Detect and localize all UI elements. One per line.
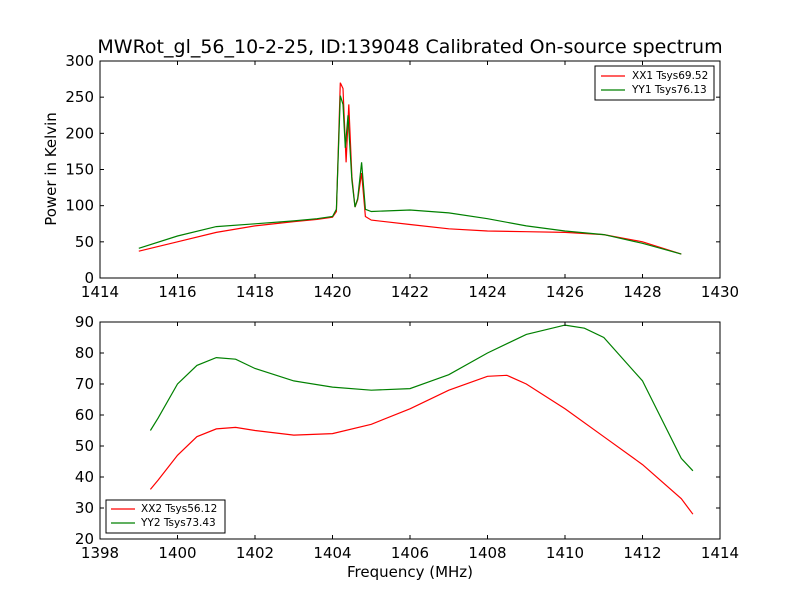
x-tick-label: 1426 [546, 283, 584, 301]
y-tick-label: 90 [75, 313, 94, 331]
y-tick-label: 40 [75, 468, 94, 486]
y-tick-label: 50 [75, 233, 94, 251]
y-tick-label: 60 [75, 406, 94, 424]
legend-label-yy2: YY2 Tsys73.43 [140, 517, 216, 529]
legend-label-xx2: XX2 Tsys56.12 [141, 503, 217, 515]
y-tick-label: 0 [84, 269, 94, 287]
top-ticks-group: 1414 1416 1418 1420 1422 1424 1426 1428 1430 0 50 1… [65, 52, 739, 301]
legend-label-yy1: YY1 Tsys76.13 [631, 84, 707, 96]
y-tick-label: 50 [75, 437, 94, 455]
x-tick-label: 1430 [701, 283, 739, 301]
top-plot-frame [99, 60, 721, 279]
x-tick-label: 1414 [701, 544, 739, 562]
x-tick-label: 1410 [546, 544, 584, 562]
y-tick-label: 30 [75, 499, 94, 517]
y-tick-label: 100 [65, 197, 94, 215]
x-tick-label: 1406 [391, 544, 429, 562]
y-tick-label: 300 [65, 52, 94, 70]
legend-label-xx1: XX1 Tsys69.52 [632, 70, 708, 82]
bottom-plot-frame [99, 321, 721, 540]
bottom-legend-box [105, 499, 226, 534]
y-tick-label: 70 [75, 375, 94, 393]
bottom-legend: XX2 Tsys56.12 YY2 Tsys73.43 [105, 499, 226, 534]
y-tick-label: 150 [65, 161, 94, 179]
top-panel: MWRot_gl_56_10-2-25, ID:139048 Calibrate… [42, 36, 739, 301]
series-line-xx2 [149, 374, 694, 515]
chart-title: MWRot_gl_56_10-2-25, ID:139048 Calibrate… [97, 36, 722, 58]
series-line-yy2 [149, 324, 694, 472]
top-series-group [138, 82, 682, 255]
x-tick-label: 1422 [391, 283, 429, 301]
y-tick-label: 250 [65, 88, 94, 106]
x-tick-label: 1412 [623, 544, 661, 562]
x-tick-label: 1402 [236, 544, 274, 562]
x-axis-label: Frequency (MHz) [347, 563, 473, 581]
top-legend-box [594, 65, 715, 101]
x-tick-label: 1418 [236, 283, 274, 301]
x-tick-label: 1400 [158, 544, 196, 562]
bottom-ticks-group: 1398 1400 1402 1404 1406 1408 1410 1412 1414 20 30… [75, 313, 739, 562]
y-tick-label: 80 [75, 344, 94, 362]
x-tick-label: 1428 [623, 283, 661, 301]
series-line-xx1 [138, 82, 682, 255]
y-tick-label: 200 [65, 124, 94, 142]
x-tick-label: 1420 [313, 283, 351, 301]
x-tick-label: 1416 [158, 283, 196, 301]
x-tick-label: 1404 [313, 544, 351, 562]
series-line-yy1 [138, 95, 682, 255]
x-tick-label: 1398 [81, 544, 119, 562]
y-axis-label: Power in Kelvin [42, 112, 60, 226]
y-tick-label: 20 [75, 530, 94, 548]
top-legend: XX1 Tsys69.52 YY1 Tsys76.13 [594, 65, 715, 101]
x-tick-label: 1408 [468, 544, 506, 562]
bottom-series-group [149, 324, 694, 515]
x-tick-label: 1424 [468, 283, 506, 301]
bottom-panel: Frequency (MHz) 1398 1400 1402 1404 1406 1408… [75, 313, 739, 581]
x-tick-label: 1414 [81, 283, 119, 301]
